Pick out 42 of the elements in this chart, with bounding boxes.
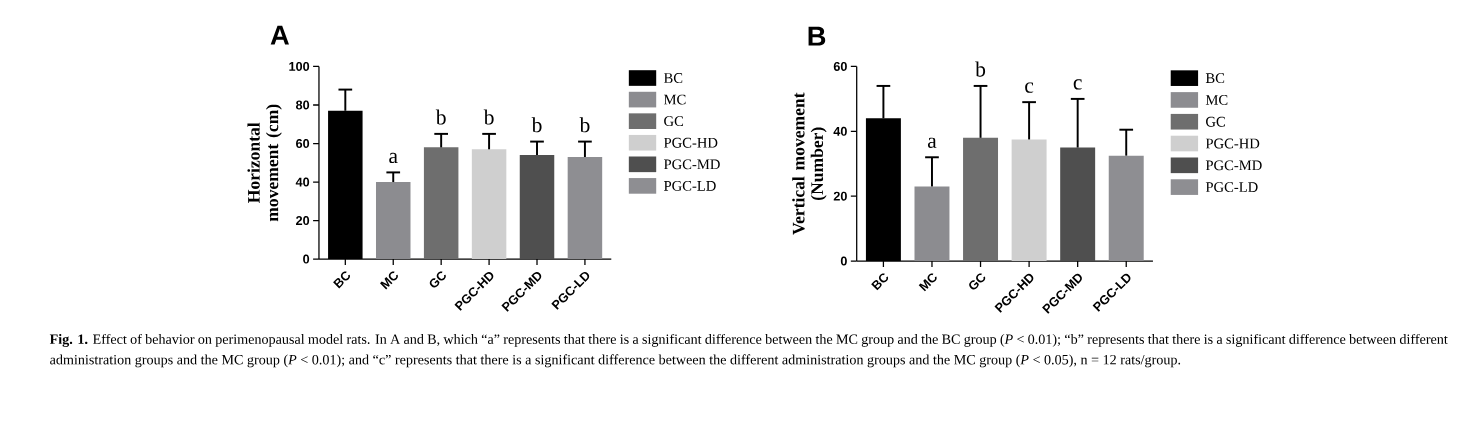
legend-label: GC <box>1206 116 1225 127</box>
annotation: c <box>1025 82 1034 93</box>
x-tick-label: BC <box>333 271 350 289</box>
annotation: a <box>389 152 398 164</box>
legend-label: PGC-HD <box>663 137 718 148</box>
chart-title: A <box>270 25 289 45</box>
y-tick-label: 80 <box>295 100 310 110</box>
legend-label: MC <box>663 94 686 105</box>
y-tick-label: 20 <box>833 191 847 201</box>
y-tick-label: 60 <box>296 138 310 148</box>
y-tick-label: 0 <box>303 254 310 264</box>
legend-label: PGC-HD <box>1205 138 1260 149</box>
y-tick-label: 0 <box>840 256 847 266</box>
legend-label: GC <box>664 116 684 127</box>
x-tick-label: BC <box>871 273 889 291</box>
annotation: b <box>579 117 590 133</box>
y-tick-label: 60 <box>833 61 847 71</box>
legend-label: PGC-LD <box>1205 182 1258 192</box>
chart-title: B <box>808 26 826 46</box>
legend-label: BC <box>1205 73 1225 84</box>
legend-label: PGC-LD <box>663 180 716 191</box>
y-tick-label: 40 <box>295 177 310 187</box>
annotation: b <box>483 109 494 125</box>
y-tick-label: 100 <box>289 61 310 71</box>
text: Fig. 1. Effect of behavior on perimenopausal model rats. In A and B, which “a” represents that there is a significant difference between the MC group and the BC group (P < 0.01); “b” represents that there is a significant difference between different administration groups and the MC group (P < 0.01); and “c” represents that there is a significant difference between the different administration groups and the MC group (P < 0.05), n = 12 rats/group. <box>49 333 1448 368</box>
legend-label: PGC-MD <box>663 159 720 170</box>
annotation: a <box>927 137 937 148</box>
legend-label: PGC-MD <box>1205 160 1262 171</box>
x-tick-label: GC <box>969 273 986 290</box>
y-tick-label: 40 <box>833 126 847 136</box>
y-tick-label: 20 <box>296 216 310 225</box>
annotation: c <box>1073 79 1082 90</box>
y-axis-title: Vertical movement (Number) <box>792 92 827 235</box>
x-tick-label: MC <box>380 271 398 290</box>
x-tick-label: GC <box>429 271 446 288</box>
legend-label: MC <box>1205 94 1228 105</box>
annotation: b <box>531 117 542 133</box>
x-tick-label: MC <box>918 273 937 292</box>
legend-label: BC <box>663 73 683 83</box>
y-axis-title: Horizontal movement (cm) <box>247 104 282 222</box>
annotation: b <box>975 61 986 77</box>
annotation: b <box>435 109 446 125</box>
